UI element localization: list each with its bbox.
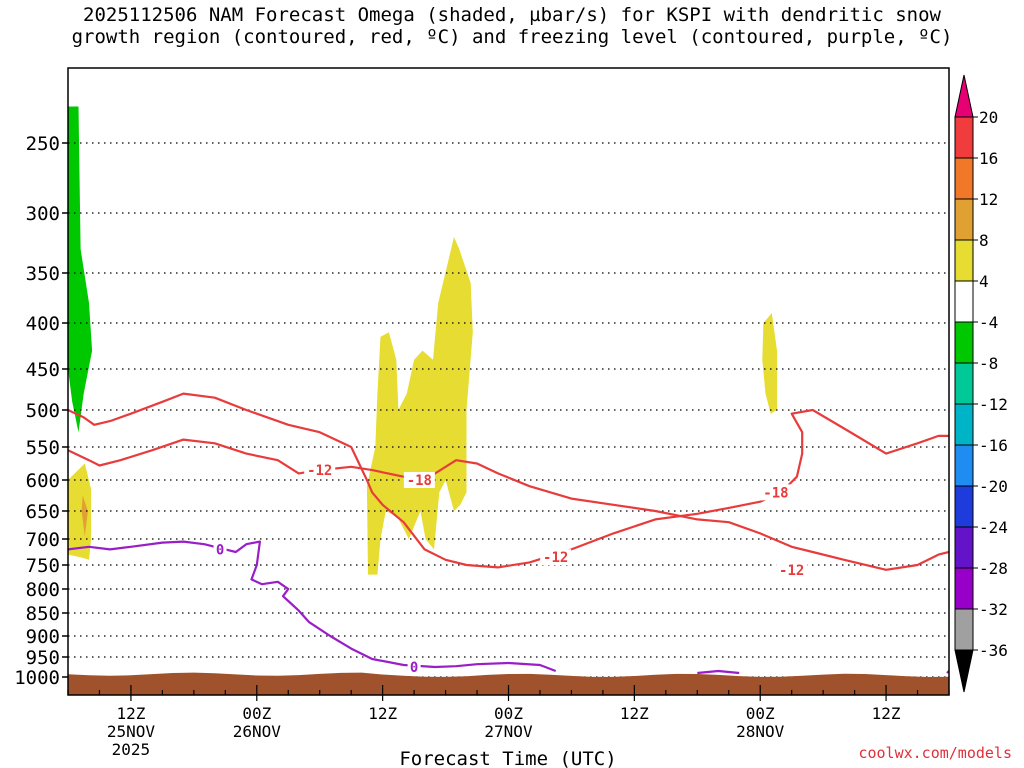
y-tick-label: 650: [26, 501, 60, 523]
y-tick-label: 350: [26, 263, 60, 285]
colorbar-label: 12: [979, 190, 998, 209]
contour-line-2: [68, 540, 557, 673]
colorbar-label: -28: [979, 559, 1008, 578]
colorbar-label: -32: [979, 600, 1008, 619]
colorbar-swatch: [954, 198, 974, 241]
contour-label-bg: [403, 472, 435, 488]
colorbar-swatch: [954, 485, 974, 528]
contour-label-bg: [213, 541, 227, 558]
colorbar-swatch: [954, 362, 974, 405]
x-tick-label: 27NOV: [484, 722, 533, 741]
colorbar: 20 16 12 8 4 -4 -8 -12 -16 -20 -24 -28 -32 -36: [954, 74, 1008, 693]
y-tick-label: 800: [26, 579, 60, 601]
colorbar-swatch: [954, 608, 974, 651]
y-tick-label: 250: [26, 133, 60, 155]
omega-region-1: [68, 463, 92, 560]
y-tick-label: 300: [26, 203, 60, 225]
contour-line-3: [697, 669, 740, 675]
x-tick-label: 26NOV: [233, 722, 282, 741]
colorbar-label: -4: [979, 313, 998, 332]
y-tick-label: 750: [26, 555, 60, 577]
y-tick-label: 850: [26, 603, 60, 625]
x-axis-label: Forecast Time (UTC): [399, 748, 616, 768]
contour-line-1: [68, 438, 949, 571]
ground-terrain: [68, 672, 949, 695]
y-tick-label: 550: [26, 437, 60, 459]
y-tick-label: 700: [26, 529, 60, 551]
x-tick-label: 28NOV: [736, 722, 785, 741]
omega-region-3: [366, 237, 473, 575]
y-tick-label: 900: [26, 626, 60, 648]
colorbar-swatch: [954, 444, 974, 487]
chart-title: 2025112506 NAM Forecast Omega (shaded, µ…: [0, 4, 1024, 48]
contour-label-bg: [407, 659, 421, 675]
colorbar-swatch: [954, 321, 974, 364]
x-tick-label: 00Z: [746, 704, 775, 723]
colorbar-bottom-arrow: [954, 649, 974, 693]
title-line-2: growth region (contoured, red, ºC) and f…: [71, 26, 953, 48]
contour-label-bg: [760, 484, 792, 501]
omega-region-2: [81, 495, 88, 537]
contour-label: -12: [543, 550, 568, 566]
credit-text: coolwx.com/models: [858, 744, 1012, 762]
colorbar-label: 4: [979, 272, 989, 291]
x-tick-label: 12Z: [116, 704, 145, 723]
omega-region-0: [68, 106, 93, 433]
colorbar-swatch: [954, 239, 974, 282]
contour-label-bg: [304, 462, 336, 479]
y-tick-label: 600: [26, 470, 60, 492]
colorbar-label: -16: [979, 436, 1008, 455]
contour-labels: -18 -18 -12 -12 -12 0 0: [213, 462, 808, 676]
colorbar-label: -12: [979, 395, 1008, 414]
contour-label: 0: [216, 542, 224, 558]
colorbar-swatch: [954, 567, 974, 610]
colorbar-swatch: [954, 116, 974, 159]
x-tick-label: 2025: [112, 740, 151, 759]
colorbar-top-arrow: [954, 74, 974, 118]
omega-region-4: [762, 313, 777, 414]
colorbar-label: 8: [979, 231, 989, 250]
y-tick-label: 400: [26, 313, 60, 335]
colorbar-label: -36: [979, 641, 1008, 660]
title-line-1: 2025112506 NAM Forecast Omega (shaded, µ…: [83, 4, 941, 26]
pressure-gridlines: [68, 142, 949, 678]
contour-label: -18: [407, 473, 432, 489]
colorbar-label: 20: [979, 108, 998, 127]
contour-label: -12: [307, 463, 332, 479]
ground-fill: [68, 672, 949, 695]
contour-label: -12: [779, 563, 804, 579]
x-tick-label: 00Z: [494, 704, 523, 723]
colorbar-label: -24: [979, 518, 1008, 537]
colorbar-swatch: [954, 403, 974, 446]
contour-line-0: [68, 392, 949, 569]
colorbar-swatch: [954, 280, 974, 323]
colorbar-swatch: [954, 526, 974, 569]
y-tick-label: 1000: [14, 667, 60, 689]
y-tick-label: 500: [26, 400, 60, 422]
colorbar-label: -8: [979, 354, 998, 373]
colorbar-label: -20: [979, 477, 1008, 496]
y-axis: 2503003504004505005506006507007508008509…: [14, 133, 68, 689]
y-tick-label: 950: [26, 647, 60, 669]
colorbar-swatch: [954, 157, 974, 200]
x-tick-label: 12Z: [620, 704, 649, 723]
contour-label-bg: [776, 561, 808, 578]
plot-frame: [67, 67, 950, 696]
x-tick-label: 00Z: [242, 704, 271, 723]
x-tick-label: 12Z: [872, 704, 901, 723]
contour-label: -18: [763, 485, 788, 501]
contour-label: 0: [410, 660, 418, 676]
x-tick-label: 12Z: [368, 704, 397, 723]
x-tick-label: 25NOV: [107, 722, 156, 741]
colorbar-label: 16: [979, 149, 998, 168]
omega-shaded-regions: [68, 106, 777, 575]
contour-label-bg: [540, 549, 572, 566]
temperature-contours: [68, 392, 949, 675]
y-tick-label: 450: [26, 359, 60, 381]
